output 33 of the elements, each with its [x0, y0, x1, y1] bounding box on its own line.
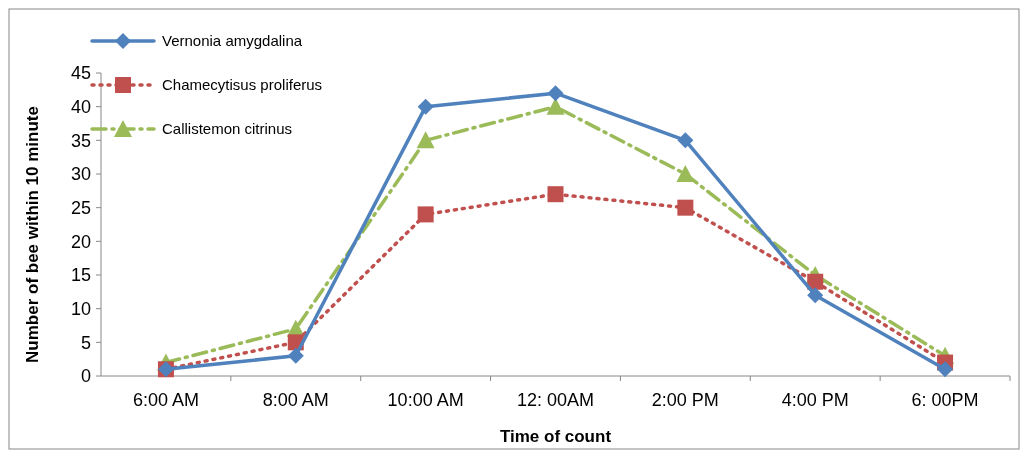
- point: [416, 131, 435, 149]
- y-tick-label: 45: [70, 63, 91, 84]
- point: [547, 186, 564, 203]
- y-tick-label: 40: [70, 96, 91, 117]
- y-tick-label: 10: [70, 298, 91, 319]
- legend-label: Callistemon citrinus: [162, 120, 293, 138]
- point: [677, 199, 694, 216]
- x-tick-label: 6: 00PM: [911, 390, 979, 410]
- point: [287, 347, 304, 364]
- legend-label: Vernonia amygdalina: [162, 32, 303, 50]
- point: [547, 85, 564, 102]
- y-tick-label: 5: [80, 332, 91, 353]
- point: [676, 165, 695, 182]
- point: [417, 206, 434, 223]
- y-tick-label: 15: [70, 265, 91, 286]
- y-tick-label: 35: [70, 130, 91, 151]
- x-tick-label: 4:00 PM: [781, 390, 849, 410]
- y-axis-title: Number of bee within 10 minute: [23, 106, 42, 363]
- point: [677, 132, 694, 149]
- x-tick-label: 10:00 AM: [387, 390, 464, 410]
- x-tick-label: 12: 00AM: [516, 390, 595, 410]
- point: [417, 98, 434, 115]
- point: [807, 287, 824, 304]
- x-tick-label: 6:00 AM: [132, 390, 199, 410]
- y-tick-label: 30: [70, 164, 91, 185]
- x-tick-label: 2:00 PM: [651, 390, 719, 410]
- y-tick-label: 20: [70, 231, 91, 252]
- x-tick-label: 8:00 AM: [262, 390, 329, 410]
- x-axis-title: Time of count: [499, 427, 612, 446]
- y-tick-label: 25: [70, 197, 91, 218]
- legend-label: Chamecytisus proliferus: [162, 76, 323, 94]
- point: [937, 361, 954, 378]
- y-tick-label: 0: [80, 366, 91, 387]
